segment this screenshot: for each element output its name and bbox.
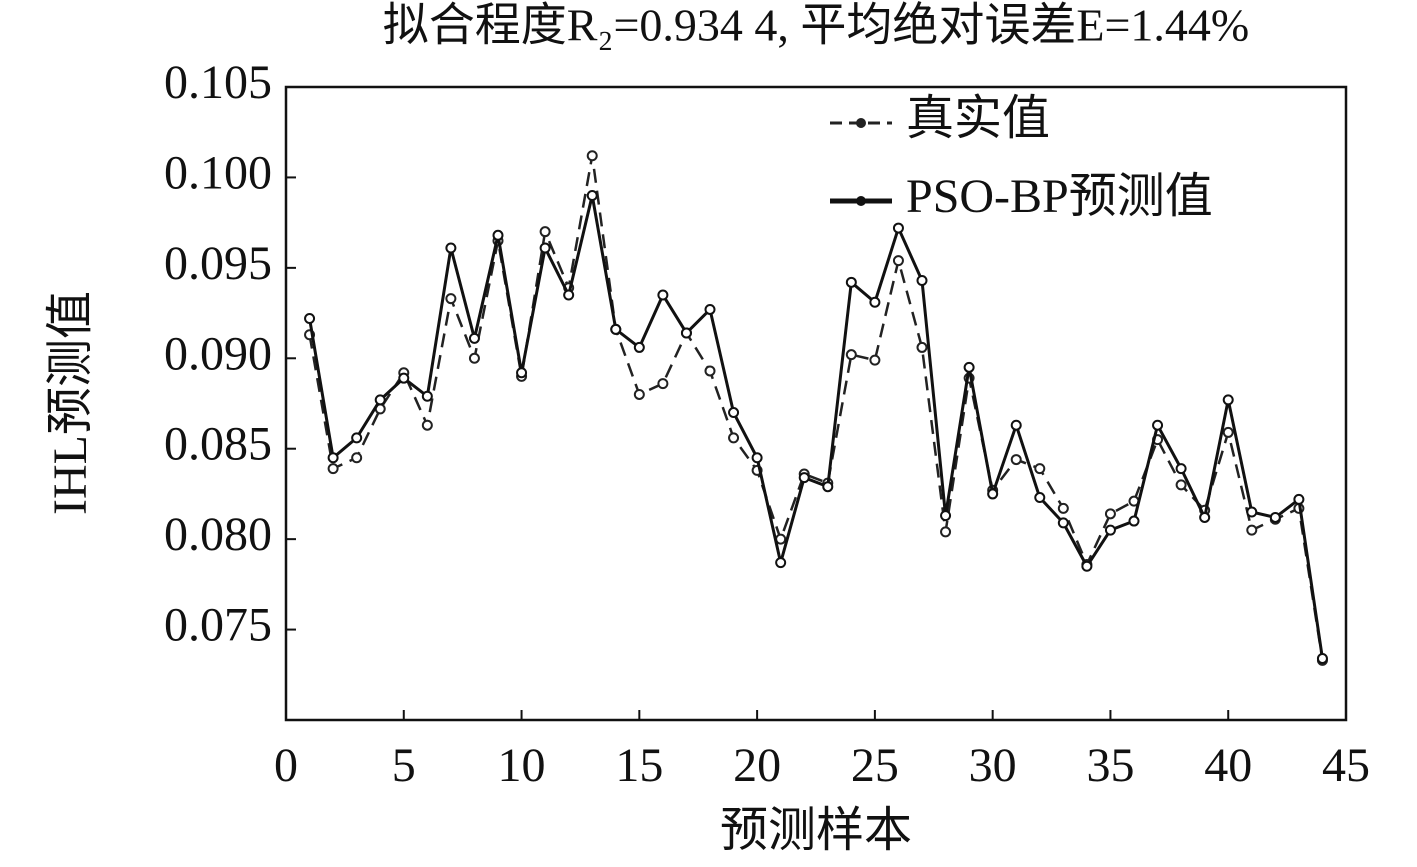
legend-label: PSO-BP预测值 <box>906 170 1213 223</box>
data-point <box>869 354 881 366</box>
data-point <box>916 275 928 287</box>
series-line <box>308 155 1324 661</box>
data-point <box>468 352 480 364</box>
data-point <box>1222 426 1234 438</box>
data-point <box>610 323 622 335</box>
data-point <box>845 349 857 361</box>
data-point <box>940 510 952 522</box>
data-point <box>1175 479 1187 491</box>
data-point <box>1034 492 1046 504</box>
data-point <box>775 557 787 569</box>
data-point <box>1246 524 1258 536</box>
x-tick-label: 20 <box>733 739 781 792</box>
x-axis-label: 预测样本 <box>720 804 912 857</box>
data-point <box>1104 508 1116 520</box>
plot-frame <box>284 85 1348 722</box>
data-point <box>892 222 904 234</box>
y-tick-label: 0.075 <box>164 599 272 652</box>
data-point <box>421 390 433 402</box>
x-tick-label: 35 <box>1086 739 1134 792</box>
y-tick-label: 0.080 <box>164 508 272 561</box>
data-point <box>586 190 598 202</box>
data-point <box>563 289 575 301</box>
data-point <box>963 361 975 373</box>
data-point <box>468 332 480 344</box>
y-tick-label: 0.090 <box>164 327 272 380</box>
data-point <box>1081 560 1093 572</box>
data-point <box>304 312 316 324</box>
data-point <box>657 378 669 390</box>
data-point <box>327 463 339 475</box>
y-tick-label: 0.100 <box>164 146 272 199</box>
data-point <box>586 150 598 162</box>
data-point <box>492 229 504 241</box>
data-point <box>657 289 669 301</box>
x-tick-label: 30 <box>969 739 1017 792</box>
y-tick-label: 0.095 <box>164 237 272 290</box>
y-axis-label: IHL预测值 <box>44 291 97 515</box>
data-point <box>728 432 740 444</box>
data-point <box>1269 511 1281 523</box>
data-point <box>516 367 528 379</box>
data-point <box>751 452 763 464</box>
legend-marker <box>856 118 866 128</box>
legend-marker <box>856 196 866 206</box>
data-point <box>539 226 551 238</box>
data-point <box>398 372 410 384</box>
data-point <box>445 242 457 254</box>
data-point <box>1175 463 1187 475</box>
data-point <box>1010 454 1022 466</box>
data-point <box>633 341 645 353</box>
data-point <box>869 296 881 308</box>
data-point <box>704 303 716 315</box>
data-point <box>445 293 457 305</box>
series-line <box>308 195 1324 659</box>
data-point <box>1057 517 1069 529</box>
x-tick-label: 5 <box>392 739 416 792</box>
data-point <box>539 242 551 254</box>
data-point <box>633 388 645 400</box>
data-point <box>1128 515 1140 527</box>
data-point <box>1057 502 1069 514</box>
data-point <box>1199 511 1211 523</box>
data-point <box>845 276 857 288</box>
x-tick-label: 0 <box>274 739 298 792</box>
data-point <box>728 407 740 419</box>
data-point <box>327 452 339 464</box>
data-point <box>1316 653 1328 665</box>
x-tick-label: 25 <box>851 739 899 792</box>
data-point <box>680 327 692 339</box>
data-point <box>940 526 952 538</box>
x-tick-label: 15 <box>615 739 663 792</box>
x-tick-label: 10 <box>498 739 546 792</box>
y-tick-label: 0.105 <box>164 56 272 109</box>
data-point <box>892 255 904 267</box>
x-tick-label: 40 <box>1204 739 1252 792</box>
data-point <box>1222 394 1234 406</box>
data-point <box>1034 463 1046 475</box>
data-point <box>1246 506 1258 518</box>
legend-label: 真实值 <box>906 92 1050 145</box>
data-point <box>421 419 433 431</box>
data-point <box>704 365 716 377</box>
data-point <box>798 472 810 484</box>
x-tick-label: 45 <box>1322 739 1370 792</box>
data-point <box>374 394 386 406</box>
data-point <box>1293 493 1305 505</box>
chart-title: 拟合程度R₂=0.934 4, 平均绝对误差E=1.44% <box>383 0 1250 51</box>
data-point <box>987 488 999 500</box>
data-point <box>822 481 834 493</box>
data-point <box>916 341 928 353</box>
data-point <box>1104 524 1116 536</box>
data-point <box>351 452 363 464</box>
data-point <box>1152 419 1164 431</box>
data-point <box>351 432 363 444</box>
y-tick-label: 0.085 <box>164 418 272 471</box>
data-point <box>1010 419 1022 431</box>
